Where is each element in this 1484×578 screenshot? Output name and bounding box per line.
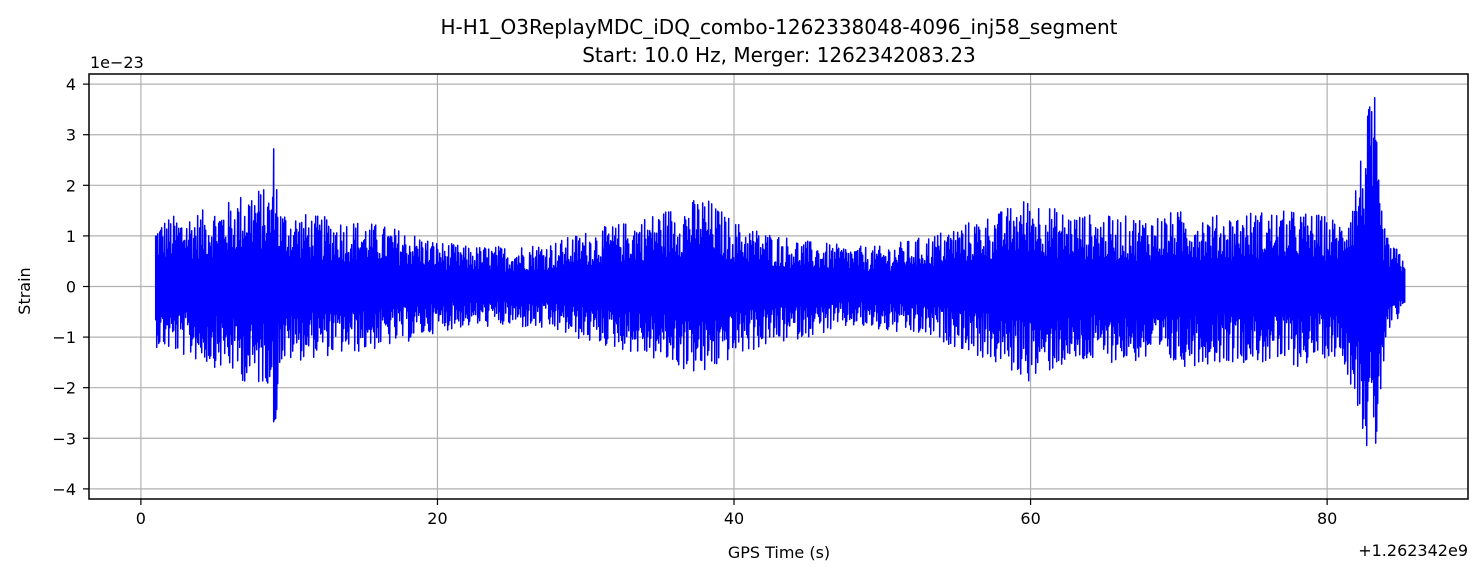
x-tick-label: 80	[1317, 509, 1337, 528]
chart-subtitle: Start: 10.0 Hz, Merger: 1262342083.23	[582, 43, 976, 67]
y-tick-label: −3	[52, 429, 76, 448]
strain-series-line	[154, 96, 1406, 447]
x-offset-text: +1.262342e9	[1358, 541, 1468, 560]
y-tick-label: 2	[66, 176, 76, 195]
y-tick-label: 0	[66, 278, 76, 297]
x-tick-label: 0	[136, 509, 146, 528]
y-tick-label: −1	[52, 328, 76, 347]
y-tick-label: 4	[66, 75, 76, 94]
x-tick-label: 60	[1020, 509, 1040, 528]
y-tick-label: 3	[66, 126, 76, 145]
y-tick-label: −4	[52, 480, 76, 499]
x-tick-label: 40	[724, 509, 744, 528]
y-tick-label: −2	[52, 379, 76, 398]
y-axis-label: Strain	[15, 267, 34, 314]
chart-title: H-H1_O3ReplayMDC_iDQ_combo-1262338048-40…	[440, 15, 1117, 39]
series-plot-area	[154, 96, 1406, 447]
x-axis-label: GPS Time (s)	[728, 543, 830, 562]
y-tick-label: 1	[66, 227, 76, 246]
axes: 0 20 40 60 80 4 3 2 1 0 −1 −2 −3 −4	[52, 73, 1469, 528]
x-tick-label: 20	[427, 509, 447, 528]
y-scale-offset-text: 1e−23	[90, 53, 144, 72]
